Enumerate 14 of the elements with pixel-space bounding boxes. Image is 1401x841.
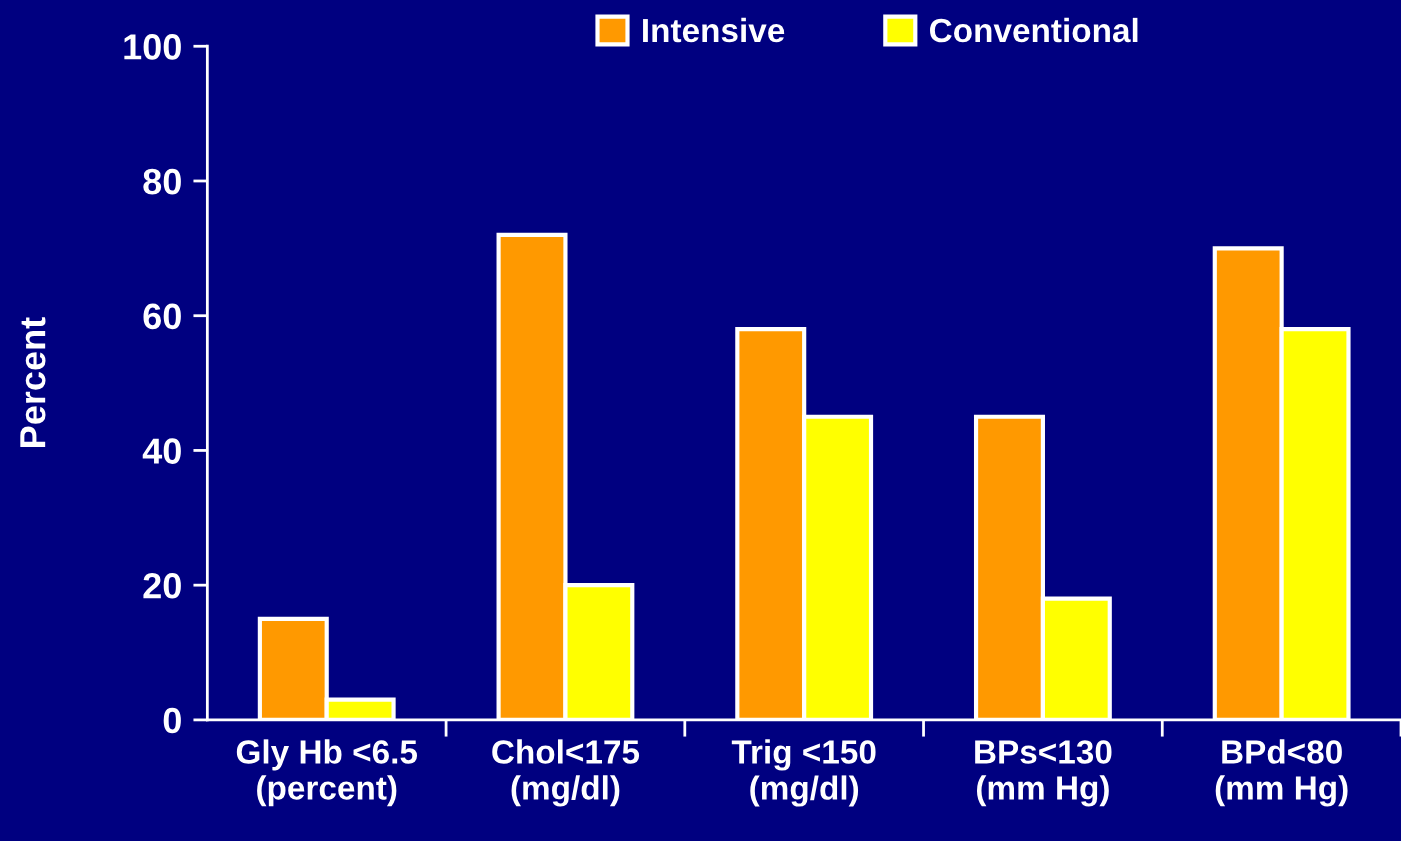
legend-label: Conventional (930, 17, 1138, 43)
x-tick-label: Trig <150 (mg/dl) (731, 739, 876, 807)
x-tick-label: BPd<80 (mm Hg) (1215, 739, 1348, 807)
y-tick-label: 60 (143, 303, 181, 330)
y-tick-label: 100 (124, 34, 181, 60)
legend-label: Intensive (643, 17, 785, 43)
x-tick-label: Gly Hb <6.5 (percent) (236, 739, 418, 807)
y-tick-label: 20 (143, 573, 181, 599)
y-tick-label: 0 (163, 707, 181, 734)
x-tick-label: BPs<130 (mm Hg) (975, 740, 1112, 807)
y-tick-label: 40 (142, 438, 181, 464)
y-tick-label: 80 (143, 168, 181, 195)
y-axis-title: Percent (20, 317, 46, 447)
x-tick-label: Chol<175 (mg/dl) (492, 739, 640, 807)
